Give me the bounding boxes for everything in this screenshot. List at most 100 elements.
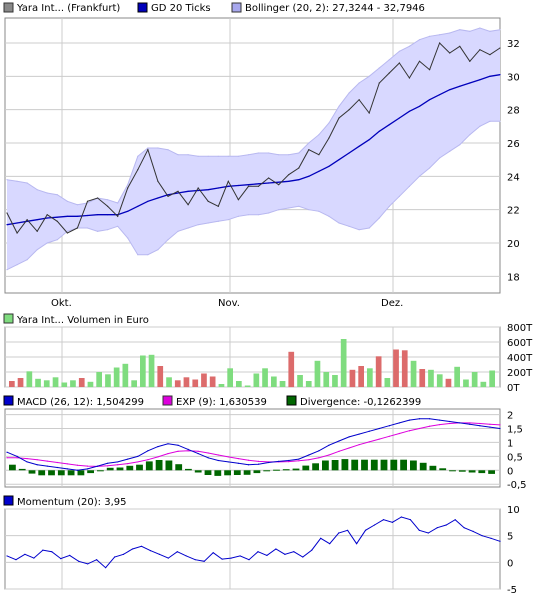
bollinger-lower-point — [207, 222, 209, 224]
signal-point — [247, 459, 250, 461]
bollinger-lower-point — [267, 212, 270, 214]
divergence-bar — [185, 468, 192, 471]
price-point — [217, 205, 219, 207]
ma-point — [318, 170, 320, 172]
momentum-point — [239, 555, 241, 557]
signal-point — [56, 461, 58, 464]
divergence-bar — [77, 470, 85, 476]
bollinger-lower-point — [338, 222, 340, 224]
bollinger-lower-point — [368, 227, 370, 229]
macd-line — [6, 418, 501, 471]
volume-panel: 0T 200T 400T 600T 800T — [4, 323, 533, 394]
divergence-bar — [136, 464, 143, 471]
volume-bar — [463, 379, 469, 387]
signal-point — [469, 422, 471, 424]
momentum-point — [131, 548, 134, 550]
divergence-bar — [145, 461, 153, 471]
price-point — [237, 199, 240, 201]
momentum-point — [176, 551, 178, 553]
momentum-point — [454, 519, 456, 521]
signal-point — [207, 452, 209, 454]
signal-point — [398, 432, 400, 435]
bollinger-lower-point — [46, 242, 48, 244]
legend-momentum-swatch — [3, 495, 14, 506]
bollinger-lower-point — [358, 229, 360, 231]
bollinger-upper-point — [227, 155, 229, 157]
macd-point — [318, 450, 320, 452]
volume-bar — [148, 354, 155, 388]
bollinger-lower-point — [117, 225, 119, 227]
bollinger-lower-point — [6, 269, 8, 271]
ma-point — [187, 190, 189, 192]
signal-point — [137, 461, 139, 463]
bollinger-upper-point — [348, 92, 350, 94]
bollinger-upper-point — [288, 154, 290, 156]
macd-y-tick-label: 0 — [507, 466, 513, 477]
momentum-point — [329, 543, 331, 545]
x-axis-labels: Okt. Nov. Dez. — [51, 298, 403, 309]
divergence-bar — [322, 460, 329, 471]
bollinger-upper-point — [107, 199, 109, 201]
ma-point — [358, 145, 360, 147]
macd-point — [449, 420, 451, 423]
price-point — [479, 49, 481, 51]
ma-point — [257, 183, 260, 185]
divergence-bar — [361, 459, 368, 471]
bollinger-lower-point — [489, 120, 491, 122]
ma-point — [36, 219, 38, 221]
momentum-point — [338, 532, 340, 534]
momentum-point — [481, 535, 483, 537]
macd-point — [117, 461, 119, 463]
bollinger-upper-point — [358, 82, 360, 84]
bollinger-upper-point — [408, 45, 411, 47]
volume-bar — [471, 372, 478, 387]
bollinger-lower-line — [6, 120, 500, 271]
ma-point — [328, 165, 330, 167]
momentum-point — [212, 552, 214, 554]
price-point — [388, 72, 390, 74]
macd-point — [469, 423, 471, 425]
macd-point — [147, 450, 149, 452]
ma-point — [298, 179, 300, 181]
legend-price: Yara Int... (Frankfurt) GD 20 Ticks Boll… — [3, 2, 425, 14]
divergence-bar — [38, 470, 46, 476]
price-point — [26, 219, 28, 221]
bollinger-upper-point — [368, 75, 370, 77]
ma-point — [247, 184, 250, 186]
macd-point — [137, 455, 139, 457]
price-point — [308, 149, 310, 151]
bollinger-upper-point — [328, 122, 330, 124]
macd-point — [308, 454, 310, 456]
volume-bar — [140, 355, 146, 387]
bollinger-upper-point — [308, 142, 310, 144]
volume-bar — [271, 376, 277, 387]
volume-y-tick-label: 800T — [507, 323, 533, 334]
divergence-bar — [67, 470, 75, 476]
bollinger-lower-point — [187, 227, 189, 229]
bollinger-upper-point — [489, 30, 491, 32]
divergence-bar — [87, 470, 94, 474]
volume-bar — [183, 377, 190, 388]
momentum-point — [445, 524, 447, 526]
macd-y-tick-label: 1,5 — [507, 425, 523, 436]
price-point — [96, 197, 99, 199]
momentum-y-tick-label: 5 — [507, 532, 513, 543]
momentum-point — [158, 553, 160, 555]
price-panel: 18 20 22 24 26 28 30 32 — [4, 17, 520, 294]
macd-point — [479, 425, 481, 427]
x-tick-label-okt: Okt. — [51, 298, 72, 309]
bollinger-upper-point — [36, 189, 38, 191]
signal-point — [127, 463, 129, 465]
momentum-point — [149, 550, 152, 552]
price-point — [187, 204, 189, 206]
macd-y-tick-label: -0,5 — [507, 480, 527, 491]
signal-point — [449, 422, 451, 425]
momentum-point — [69, 554, 71, 557]
ma-point — [157, 197, 159, 199]
bollinger-upper-point — [247, 154, 250, 156]
bollinger-upper-point — [56, 194, 58, 196]
bollinger-upper-point — [278, 154, 280, 156]
macd-point — [408, 419, 411, 421]
macd-point — [358, 433, 360, 435]
bollinger-lower-point — [157, 249, 159, 251]
